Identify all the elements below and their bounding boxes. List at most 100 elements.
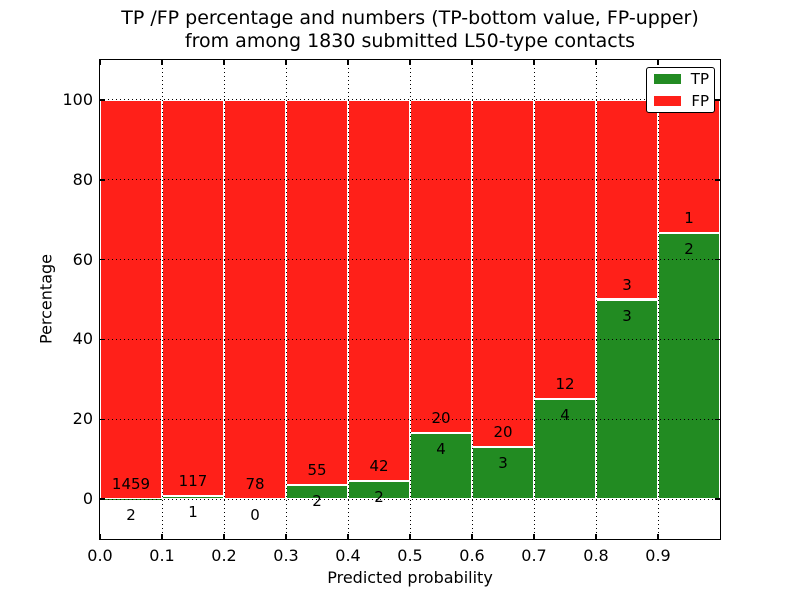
legend-label: FP — [691, 92, 709, 110]
tp-count-label: 3 — [498, 454, 508, 473]
x-tick-bottom — [161, 534, 163, 539]
bar-tp-segment — [596, 299, 658, 500]
x-tick-bottom — [347, 534, 349, 539]
chart-title: TP /FP percentage and numbers (TP-bottom… — [100, 7, 720, 53]
bar-fp-segment — [410, 99, 472, 433]
x-tick-label: 0.0 — [87, 546, 113, 565]
bar-fp-segment — [286, 99, 348, 486]
bar-fp-segment — [596, 99, 658, 300]
y-tick-right — [715, 498, 720, 500]
tp-count-label: 2 — [126, 505, 136, 524]
x-tick-bottom — [595, 534, 597, 539]
tp-count-label: 4 — [560, 406, 570, 425]
gridline-vertical — [347, 60, 349, 539]
y-tick-right — [715, 258, 720, 261]
gridline-vertical — [657, 60, 659, 539]
y-tick-label: 100 — [62, 89, 93, 109]
x-tick-bottom — [223, 534, 225, 539]
x-tick-top — [471, 60, 473, 65]
x-tick-top — [409, 60, 411, 65]
x-tick-bottom — [657, 534, 659, 539]
fp-count-label: 20 — [431, 408, 451, 427]
legend-row: TP — [647, 68, 714, 90]
legend-swatch-fp — [654, 96, 681, 106]
y-tick-label: 0 — [82, 489, 93, 509]
bar-fp-segment — [162, 99, 224, 496]
x-tick-label: 0.1 — [149, 546, 175, 565]
y-tick-left — [100, 99, 105, 101]
x-tick-top — [223, 60, 225, 65]
y-tick-left — [100, 418, 105, 420]
x-tick-label: 0.2 — [211, 546, 237, 565]
gridline-vertical — [595, 60, 597, 539]
x-tick-label: 0.4 — [335, 546, 361, 565]
x-tick-bottom — [533, 534, 535, 539]
y-tick-label: 20 — [72, 409, 93, 429]
y-tick-right — [715, 338, 720, 341]
y-tick-label: 40 — [72, 329, 93, 349]
tp-count-label: 3 — [622, 306, 632, 325]
y-tick-label: 80 — [72, 169, 93, 189]
gridline-vertical — [409, 60, 411, 539]
x-tick-bottom — [471, 534, 473, 539]
chart-title-line1: TP /FP percentage and numbers (TP-bottom… — [121, 7, 699, 29]
bar-fp-segment — [100, 99, 162, 499]
bar-tp-segment — [472, 447, 534, 500]
x-tick-top — [533, 60, 535, 65]
y-tick-right — [715, 99, 720, 101]
y-tick-right — [715, 179, 720, 181]
x-tick-label: 0.6 — [459, 546, 485, 565]
gridline-vertical — [471, 60, 473, 539]
legend-row: FP — [647, 90, 714, 112]
tp-count-label: 4 — [436, 439, 446, 458]
gridline-vertical — [285, 60, 287, 539]
fp-count-label: 1459 — [111, 474, 151, 493]
y-tick-left — [100, 338, 105, 341]
x-tick-label: 0.7 — [521, 546, 547, 565]
bar-fp-segment — [658, 99, 720, 233]
fp-count-label: 55 — [307, 461, 327, 480]
tp-count-label: 2 — [684, 239, 694, 258]
tp-count-label: 1 — [188, 502, 198, 521]
bar-fp-segment — [472, 99, 534, 447]
x-axis-label: Predicted probability — [327, 568, 493, 587]
fp-count-label: 1 — [684, 208, 694, 227]
tp-count-label: 2 — [374, 487, 384, 506]
y-tick-left — [100, 179, 105, 181]
gridline-vertical — [161, 60, 163, 539]
tp-count-label: 0 — [250, 506, 260, 525]
fp-count-label: 20 — [493, 423, 513, 442]
legend: TP FP — [646, 67, 715, 113]
bar-fp-segment — [534, 99, 596, 400]
x-tick-top — [347, 60, 349, 65]
y-tick-left — [100, 258, 105, 261]
x-tick-top — [285, 60, 287, 65]
fp-count-label: 3 — [622, 275, 632, 294]
x-tick-label: 0.8 — [583, 546, 609, 565]
x-tick-bottom — [99, 534, 101, 539]
fp-count-label: 78 — [245, 475, 265, 494]
fp-count-label: 12 — [555, 375, 575, 394]
chart-title-line2: from among 1830 submitted L50-type conta… — [184, 30, 636, 52]
plot-area: 1459 2 117 1 78 0 55 2 42 2 20 4 20 3 12 4 3 3 1 2 — [99, 59, 721, 540]
y-tick-right — [715, 418, 720, 420]
fp-count-label: 42 — [369, 456, 389, 475]
x-tick-top — [161, 60, 163, 65]
x-tick-top — [99, 60, 101, 65]
fp-count-label: 117 — [178, 471, 208, 490]
y-tick-label: 60 — [72, 249, 93, 269]
x-tick-top — [657, 60, 659, 65]
y-tick-left — [100, 498, 105, 500]
x-tick-bottom — [285, 534, 287, 539]
bar-tp-segment — [410, 432, 472, 500]
x-tick-top — [595, 60, 597, 65]
gridline-vertical — [223, 60, 225, 539]
bar-tp-segment — [658, 232, 720, 500]
gridline-vertical — [533, 60, 535, 539]
x-tick-label: 0.3 — [273, 546, 299, 565]
x-tick-label: 0.9 — [645, 546, 671, 565]
tp-count-label: 2 — [312, 492, 322, 511]
legend-label: TP — [690, 70, 709, 88]
bar-fp-segment — [348, 99, 410, 481]
